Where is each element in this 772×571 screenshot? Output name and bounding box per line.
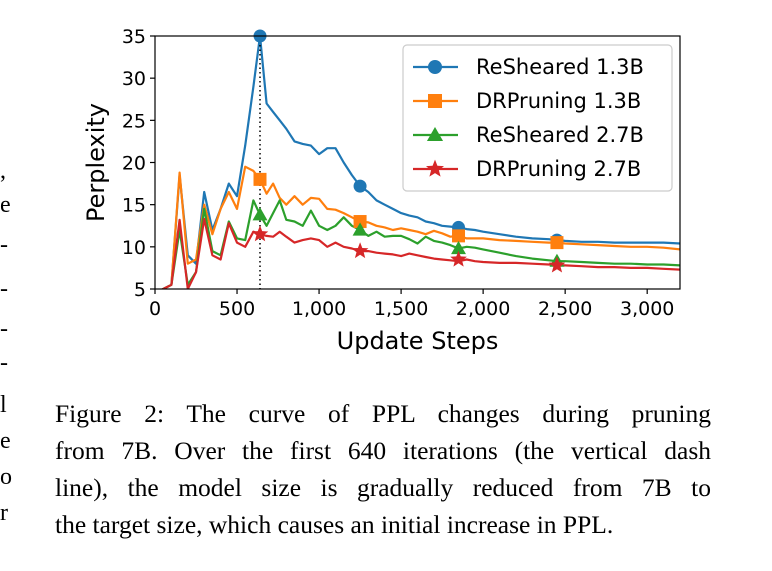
y-tick-label: 10 <box>122 237 146 259</box>
y-axis-label: Perplexity <box>82 103 110 222</box>
y-tick-label: 30 <box>122 68 146 90</box>
legend-box <box>402 44 673 192</box>
data-point-marker <box>251 225 269 242</box>
legend-marker <box>428 94 442 108</box>
caption-line: from 7B. Over the first 640 iterations (… <box>55 436 711 465</box>
chart: 0 500 1,000 1,500 2,000 2,500 3,000 5 10 15 20 25 30… <box>82 26 681 355</box>
series-line <box>160 165 680 289</box>
data-point-marker <box>451 241 466 255</box>
margin-fragment: - <box>0 276 8 302</box>
x-tick-label: 0 <box>149 298 161 320</box>
y-tick-label: 20 <box>122 153 146 175</box>
data-point-marker <box>550 236 564 250</box>
data-point-marker <box>353 215 367 229</box>
margin-fragment: e <box>0 428 11 454</box>
caption-line: the target size, which causes an initial… <box>55 510 614 539</box>
margin-fragment: l <box>0 392 7 418</box>
legend-marker <box>428 60 442 74</box>
series-line <box>160 199 680 289</box>
data-point-marker <box>452 229 466 243</box>
data-point-marker <box>252 207 268 221</box>
x-tick-label: 500 <box>219 298 255 320</box>
data-point-marker <box>253 172 267 186</box>
y-tick-label: 25 <box>122 110 146 132</box>
figure-caption: Figure 2: The curve of PPL changes durin… <box>55 395 711 543</box>
x-tick-label: 1,000 <box>292 298 346 320</box>
x-tick-label: 2,500 <box>538 298 592 320</box>
legend-label: ReSheared 2.7B <box>476 123 644 147</box>
y-tick-label: 15 <box>122 195 146 217</box>
data-point-marker <box>548 256 566 273</box>
data-point-marker <box>450 250 467 267</box>
margin-fragment: - <box>0 316 8 342</box>
margin-fragment: o <box>0 464 12 490</box>
x-tick-label: 3,000 <box>620 298 674 320</box>
margin-fragment: e <box>0 192 11 218</box>
x-tick-label: 2,000 <box>456 298 510 320</box>
legend-label: DRPruning 1.3B <box>476 89 641 113</box>
y-tick-label: 35 <box>122 26 146 48</box>
y-tick-label: 5 <box>134 279 146 301</box>
legend-label: ReSheared 1.3B <box>476 55 644 79</box>
x-tick-label: 1,500 <box>374 298 428 320</box>
series-line <box>160 34 680 289</box>
data-point-marker <box>352 222 368 236</box>
margin-fragment: r <box>0 500 8 526</box>
legend-marker <box>426 159 444 177</box>
data-point-marker <box>351 242 369 259</box>
series-line <box>160 217 680 289</box>
margin-fragment: - <box>0 350 8 376</box>
data-point-marker <box>353 179 367 193</box>
margin-fragment: - <box>0 232 8 258</box>
caption-line: line), the model size is gradually reduc… <box>55 473 711 502</box>
caption-line: Figure 2: The curve of PPL changes durin… <box>55 399 711 428</box>
legend-label: DRPruning 2.7B <box>476 157 641 181</box>
legend-marker <box>426 126 444 142</box>
margin-fragment: , <box>0 158 6 184</box>
x-axis-label: Update Steps <box>337 327 499 355</box>
